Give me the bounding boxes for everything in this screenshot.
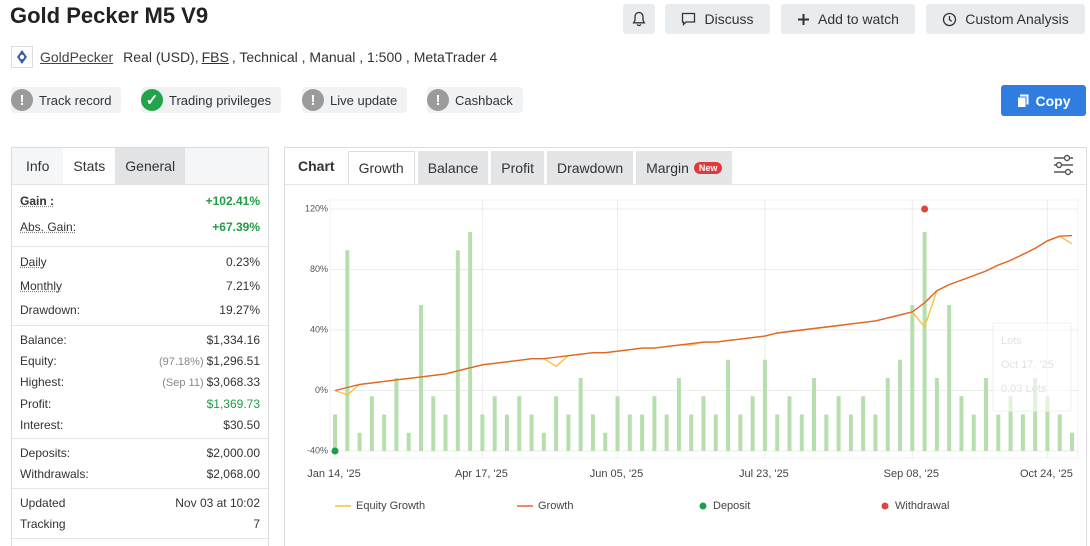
- lots-bar: [898, 360, 902, 451]
- legend-label: Growth: [538, 500, 573, 512]
- lots-bar: [726, 360, 730, 451]
- lots-bar: [751, 396, 755, 451]
- lots-bar: [542, 433, 546, 451]
- settings-icon[interactable]: [1054, 156, 1073, 175]
- lots-bar: [419, 305, 423, 451]
- lots-bar: [959, 396, 963, 451]
- legend-swatch: [700, 503, 707, 510]
- lots-bar: [652, 396, 656, 451]
- legend-swatch: [882, 503, 889, 510]
- lots-bar: [812, 378, 816, 451]
- lots-bar: [431, 396, 435, 451]
- lots-bar: [873, 415, 877, 452]
- lots-bar: [640, 415, 644, 452]
- legend-label: Deposit: [713, 500, 750, 512]
- lots-bar: [935, 378, 939, 451]
- lots-bar: [333, 415, 337, 452]
- y-tick-label: 40%: [310, 324, 328, 334]
- line-series: [335, 236, 1072, 391]
- lots-bar: [984, 378, 988, 451]
- lots-bar: [493, 396, 497, 451]
- lots-bar: [1070, 433, 1074, 451]
- lots-bar: [616, 396, 620, 451]
- lots-bar: [1021, 415, 1025, 452]
- lots-bar: [665, 415, 669, 452]
- lots-bar: [517, 396, 521, 451]
- lots-bar: [714, 415, 718, 452]
- lots-bar: [910, 305, 914, 451]
- lots-bar: [345, 250, 349, 451]
- lots-bar: [444, 415, 448, 452]
- lots-bar: [996, 415, 1000, 452]
- lots-bar: [591, 415, 595, 452]
- lots-bar: [702, 396, 706, 451]
- lots-bar: [861, 396, 865, 451]
- lots-bar: [456, 250, 460, 451]
- y-tick-label: 120%: [305, 203, 328, 213]
- lots-bar: [603, 433, 607, 451]
- x-tick-label: Jun 05, '25: [590, 468, 643, 480]
- legend-label: Withdrawal: [895, 500, 949, 512]
- lots-bar: [947, 305, 951, 451]
- lots-bar: [468, 232, 472, 451]
- x-tick-label: Jan 14, '25: [307, 468, 360, 480]
- lots-bar: [738, 415, 742, 452]
- lots-bar: [566, 415, 570, 452]
- lots-bar: [849, 415, 853, 452]
- lots-bar: [480, 415, 484, 452]
- event-marker: [921, 206, 928, 213]
- lots-bar: [1058, 415, 1062, 452]
- event-marker: [332, 448, 339, 455]
- lots-bar: [407, 433, 411, 451]
- lots-bar: [775, 415, 779, 452]
- lots-bar: [800, 415, 804, 452]
- y-tick-label: 80%: [310, 264, 328, 274]
- x-tick-label: Sep 08, '25: [884, 468, 939, 480]
- lots-bar: [530, 415, 534, 452]
- lots-bar: [886, 378, 890, 451]
- lots-bar: [505, 415, 509, 452]
- line-series: [335, 236, 1072, 395]
- lots-bar: [554, 396, 558, 451]
- y-tick-label: 0%: [315, 385, 328, 395]
- x-tick-label: Jul 23, '25: [739, 468, 789, 480]
- lots-bar: [689, 415, 693, 452]
- lots-bar: [923, 232, 927, 451]
- lots-bar: [579, 378, 583, 451]
- lots-bar: [787, 396, 791, 451]
- lots-bar: [837, 396, 841, 451]
- y-tick-label: -40%: [307, 445, 328, 455]
- lots-bar: [370, 396, 374, 451]
- lots-bar: [677, 378, 681, 451]
- legend-label: Equity Growth: [356, 500, 425, 512]
- lots-bar: [358, 433, 362, 451]
- lots-bar: [628, 415, 632, 452]
- tooltip-text: 0.03 Lots: [1001, 383, 1047, 395]
- lots-bar: [824, 415, 828, 452]
- lots-bar: [394, 378, 398, 451]
- tooltip-text: Lots: [1001, 335, 1022, 347]
- tooltip-text: Oct 17, '25: [1001, 359, 1054, 371]
- lots-bar: [382, 415, 386, 452]
- lots-bar: [972, 415, 976, 452]
- x-tick-label: Apr 17, '25: [455, 468, 508, 480]
- lots-bar: [763, 360, 767, 451]
- x-tick-label: Oct 24, '25: [1020, 468, 1073, 480]
